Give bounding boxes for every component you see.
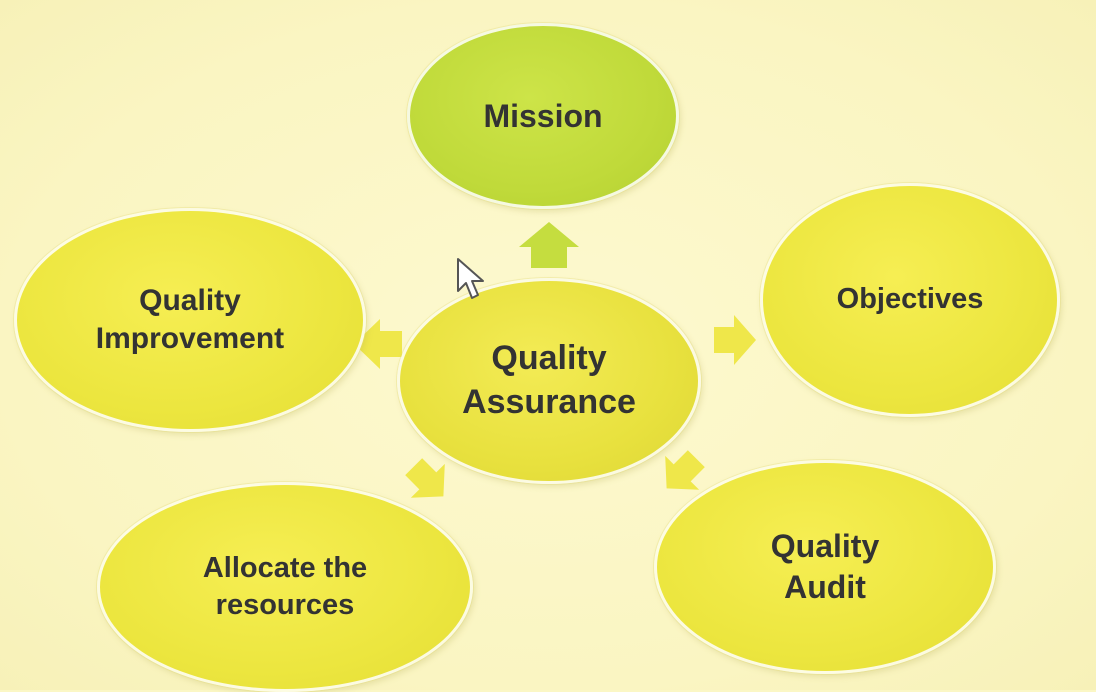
node-allocate-resources: Allocate the resources	[97, 482, 473, 692]
arrow-to-allocate-resources	[405, 458, 445, 498]
node-quality-assurance-label: Quality Assurance	[462, 339, 636, 421]
arrow-to-mission	[519, 222, 579, 268]
node-objectives: Objectives	[760, 183, 1060, 417]
node-quality-assurance: Quality Assurance	[397, 278, 701, 484]
node-quality-audit: Quality Audit	[654, 460, 996, 674]
node-mission: Mission	[407, 23, 679, 209]
node-quality-audit-label: Quality Audit	[770, 528, 880, 605]
node-allocate-resources-label: Allocate the resources	[202, 551, 368, 621]
mouse-pointer-icon	[457, 258, 484, 299]
node-objectives-label: Objectives	[836, 283, 984, 316]
node-mission-label: Mission	[483, 97, 603, 134]
node-quality-improvement: Quality Improvement	[14, 208, 366, 432]
arrow-to-quality-improvement	[354, 319, 402, 369]
arrow-to-objectives	[714, 315, 756, 365]
arrow-to-quality-audit	[665, 450, 705, 490]
node-quality-improvement-label: Quality Improvement	[95, 283, 285, 355]
